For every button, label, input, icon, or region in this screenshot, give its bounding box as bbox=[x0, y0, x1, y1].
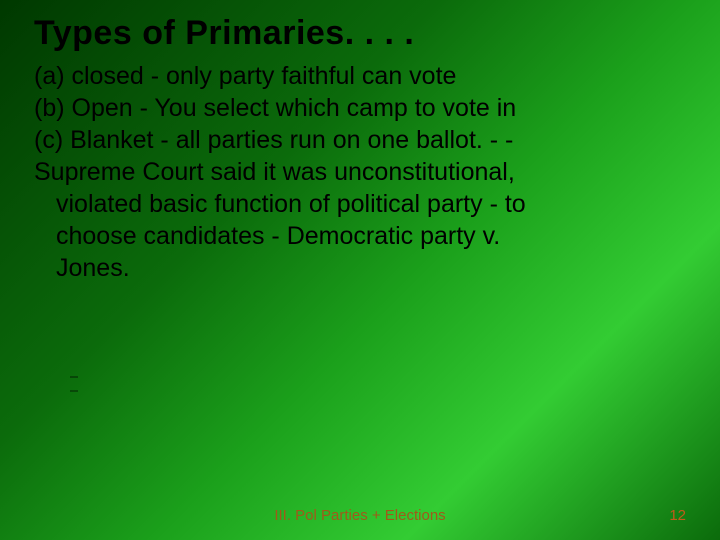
slide-body: (a) closed - only party faithful can vot… bbox=[34, 60, 660, 284]
slide-title: Types of Primaries. . . . bbox=[34, 14, 686, 53]
body-line-cont: choose candidates - Democratic party v. bbox=[34, 220, 660, 252]
slide: Types of Primaries. . . . (a) closed - o… bbox=[0, 0, 720, 540]
body-line-cont: violated basic function of political par… bbox=[34, 188, 660, 220]
slide-number: 12 bbox=[669, 507, 686, 524]
body-line-cont: Jones. bbox=[34, 252, 660, 284]
body-line: (c) Blanket - all parties run on one bal… bbox=[34, 124, 660, 156]
decorative-marks bbox=[70, 376, 80, 410]
body-line: (b) Open - You select which camp to vote… bbox=[34, 92, 660, 124]
body-line: (a) closed - only party faithful can vot… bbox=[34, 60, 660, 92]
body-line: Supreme Court said it was unconstitution… bbox=[34, 156, 660, 188]
footer-text: III. Pol Parties + Elections bbox=[0, 507, 720, 524]
